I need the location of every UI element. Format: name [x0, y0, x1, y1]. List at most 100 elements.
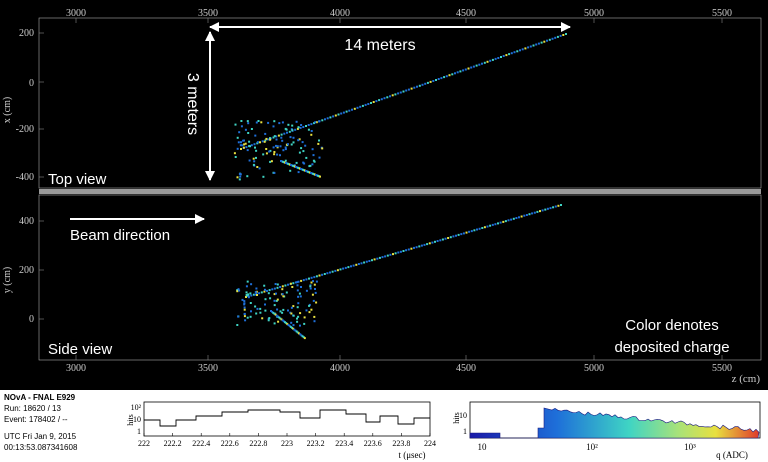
- hit-top: [279, 145, 282, 148]
- hit-side: [272, 311, 275, 314]
- hit-top: [269, 137, 271, 140]
- hit-side: [259, 311, 262, 314]
- hit-top: [301, 141, 304, 144]
- hit-top: [269, 138, 272, 141]
- hit-side: [290, 306, 293, 309]
- hit-top: [462, 69, 465, 72]
- hit-side: [284, 284, 287, 287]
- hit-top: [317, 142, 320, 145]
- hit-side: [273, 287, 276, 290]
- hit-top: [250, 144, 253, 147]
- hit-side: [476, 228, 478, 231]
- hit-top: [307, 128, 310, 131]
- hit-top: [556, 35, 559, 38]
- x-tick-200: 200: [19, 28, 34, 39]
- hit-side: [237, 288, 240, 291]
- hit-side: [298, 292, 301, 295]
- hit-top: [284, 148, 287, 151]
- hit-top: [255, 156, 257, 159]
- hit-top: [298, 151, 301, 154]
- hit-top: [353, 107, 356, 110]
- hit-side: [285, 322, 288, 325]
- side-z-tick-4500: 4500: [456, 363, 476, 374]
- hit-side: [285, 291, 288, 294]
- hit-top: [370, 102, 372, 104]
- hit-top: [454, 72, 456, 75]
- hit-side: [483, 226, 486, 229]
- hit-top: [424, 82, 427, 85]
- hit-side: [264, 298, 267, 301]
- hit-side: [323, 273, 326, 275]
- hit-top: [247, 122, 250, 125]
- hit-side: [274, 313, 277, 316]
- hit-side: [554, 205, 557, 208]
- hit-side: [292, 327, 295, 330]
- time-ytick-100: 10²: [131, 403, 142, 412]
- histogram-panel: hits 10² 10 1 222 222.2 222.4 222.6 222.8 223…: [126, 401, 761, 460]
- hit-top: [248, 159, 251, 162]
- hit-top: [275, 144, 277, 147]
- hit-side: [407, 248, 410, 251]
- hit-side: [263, 290, 266, 293]
- hit-top: [253, 160, 256, 163]
- hit-side: [309, 285, 312, 288]
- hit-side: [315, 275, 318, 278]
- hit-top: [321, 147, 324, 150]
- hit-side: [549, 207, 552, 210]
- hit-top: [245, 146, 248, 149]
- hit-top: [340, 112, 343, 115]
- hit-side: [287, 309, 289, 312]
- hit-side: [275, 292, 277, 295]
- hit-side: [273, 293, 276, 296]
- hit-side: [303, 322, 306, 325]
- hit-top: [305, 156, 308, 159]
- hit-top: [255, 149, 258, 152]
- hit-top: [318, 139, 320, 142]
- hit-side: [294, 329, 297, 332]
- hit-side: [502, 220, 505, 223]
- hit-top: [262, 153, 265, 156]
- hit-top: [265, 148, 268, 150]
- hit-side: [294, 281, 297, 284]
- hit-side: [259, 307, 262, 310]
- hit-top: [278, 122, 281, 125]
- hit-top: [380, 98, 383, 101]
- hit-side: [315, 301, 318, 304]
- hit-side: [305, 309, 308, 312]
- hit-top: [281, 139, 284, 142]
- hit-top: [305, 125, 307, 127]
- hit-side: [292, 282, 295, 285]
- hit-side: [275, 314, 278, 317]
- hit-top: [324, 118, 326, 121]
- hit-top: [402, 90, 405, 93]
- top-view-label: Top view: [48, 171, 107, 188]
- hit-top: [244, 142, 247, 145]
- hit-top: [255, 121, 258, 124]
- hit-side: [282, 308, 285, 311]
- hit-top: [445, 75, 448, 78]
- hit-top: [269, 160, 272, 163]
- hit-top: [467, 67, 470, 70]
- hit-side: [342, 267, 345, 270]
- hit-top: [273, 153, 276, 156]
- hit-side: [269, 297, 272, 300]
- y-axis-label: y (cm): [2, 267, 13, 293]
- hit-side: [352, 264, 355, 267]
- hit-top: [459, 70, 462, 73]
- hit-top: [413, 86, 416, 89]
- hit-side: [241, 298, 244, 301]
- hit-side: [371, 259, 373, 262]
- hit-top: [508, 53, 511, 56]
- hit-side: [518, 216, 520, 219]
- top-z-tick-5500: 5500: [712, 8, 732, 19]
- hit-side: [539, 210, 541, 213]
- hit-top: [280, 133, 283, 136]
- hit-side: [276, 308, 279, 311]
- hit-side: [310, 308, 313, 311]
- hit-top: [308, 165, 311, 168]
- hit-top: [432, 80, 435, 82]
- hit-top: [410, 87, 413, 90]
- time-xtick-8: 223.6: [364, 439, 382, 448]
- hit-top: [257, 120, 260, 122]
- side-z-tick-3500: 3500: [198, 363, 218, 374]
